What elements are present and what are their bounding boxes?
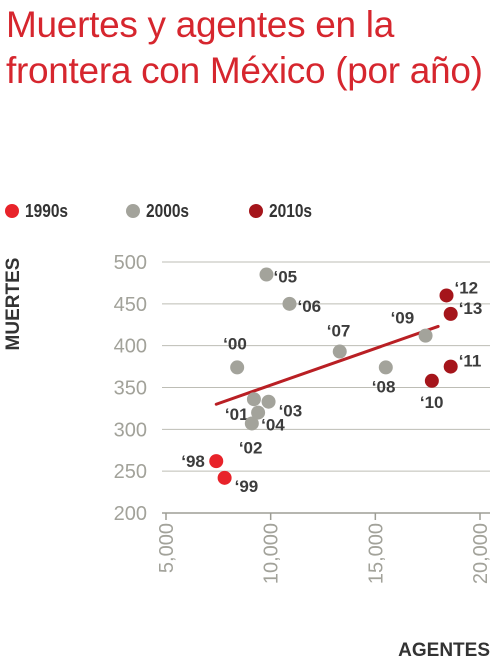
point-label: ‘10 [420, 393, 444, 412]
legend-swatch-1990s [5, 204, 19, 218]
point-label: ‘06 [298, 297, 322, 316]
data-point [209, 454, 224, 469]
data-point [217, 470, 232, 485]
legend-item-2000s: 2000s [126, 196, 196, 226]
point-label: ‘99 [235, 477, 259, 496]
data-point [424, 373, 439, 388]
point-label: ‘07 [327, 322, 351, 341]
data-point [246, 392, 261, 407]
y-tick-label: 500 [114, 252, 147, 274]
trend-line [214, 324, 440, 406]
data-point [261, 394, 276, 409]
y-tick-label: 350 [114, 378, 147, 400]
chart-title: Muertes y agentes en la frontera con Méx… [6, 4, 483, 91]
x-axis-title: AGENTES [398, 640, 490, 660]
x-tick-label: 10,000 [261, 523, 283, 584]
y-tick-label: 200 [114, 503, 147, 525]
data-point [418, 328, 433, 343]
data-point [282, 296, 297, 311]
y-tick-label: 300 [114, 419, 147, 441]
data-point [378, 360, 393, 375]
data-point [443, 306, 458, 321]
point-label: ‘05 [273, 268, 297, 287]
legend: 1990s 2000s 2010s [0, 196, 494, 226]
y-tick-label: 450 [114, 294, 147, 316]
data-point [439, 288, 454, 303]
legend-item-1990s: 1990s [5, 196, 75, 226]
point-label: ‘00 [223, 334, 247, 353]
data-point [230, 360, 245, 375]
data-point [251, 405, 266, 420]
x-tick-label: 15,000 [365, 523, 387, 584]
legend-label-2000s: 2000s [146, 200, 190, 221]
data-point [259, 267, 274, 282]
point-label: ‘04 [261, 416, 285, 435]
point-label: ‘98 [181, 452, 205, 471]
point-label: ‘08 [372, 377, 396, 396]
x-tick-label: 20,000 [470, 523, 492, 584]
data-point [443, 359, 458, 374]
point-label: ‘03 [279, 402, 303, 421]
legend-swatch-2010s [249, 204, 263, 218]
data-point [244, 416, 259, 431]
point-label: ‘13 [459, 299, 483, 318]
legend-swatch-2000s [126, 204, 140, 218]
legend-label-2010s: 2010s [269, 200, 313, 221]
point-label: ‘01 [225, 405, 249, 424]
y-tick-label: 250 [114, 461, 147, 483]
point-label: ‘12 [455, 278, 479, 297]
x-tick-label: 5,000 [156, 523, 178, 573]
y-axis-title: MUERTES [3, 258, 24, 351]
point-label: ‘09 [391, 309, 415, 328]
point-label: ‘02 [239, 438, 263, 457]
point-label: ‘11 [459, 352, 482, 371]
data-point [332, 344, 347, 359]
y-tick-label: 400 [114, 336, 147, 358]
legend-label-1990s: 1990s [25, 200, 69, 221]
legend-item-2010s: 2010s [249, 196, 319, 226]
